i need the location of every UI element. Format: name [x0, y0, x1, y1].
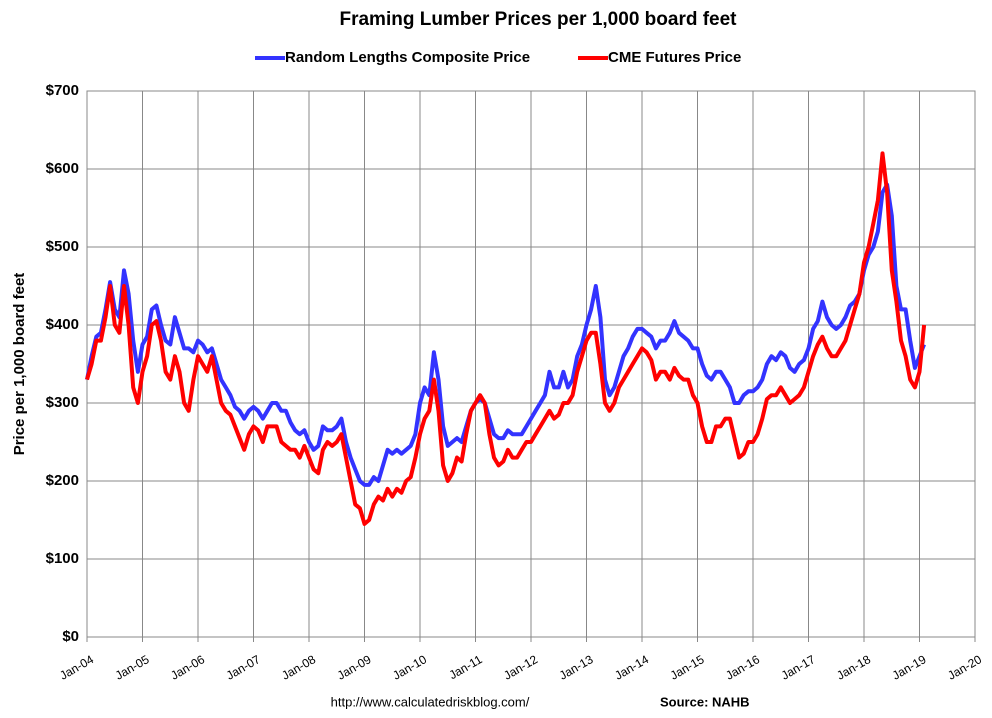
x-tick-label: Jan-17: [779, 652, 818, 683]
x-tick-label: Jan-07: [224, 652, 263, 683]
x-tick-label: Jan-08: [279, 652, 318, 683]
source-url: http://www.calculatedriskblog.com/: [331, 694, 530, 709]
y-tick-label: $600: [46, 160, 79, 177]
x-tick-label: Jan-11: [447, 652, 485, 682]
x-tick-label: Jan-10: [390, 652, 429, 683]
source: Source: NAHB: [660, 694, 750, 709]
x-tick-label: Jan-12: [501, 652, 540, 683]
y-tick-label: $300: [46, 394, 79, 411]
x-tick-label: Jan-13: [557, 652, 596, 683]
y-axis-label: Price per 1,000 board feet: [11, 273, 28, 456]
x-tick-label: Jan-16: [723, 652, 762, 683]
x-tick-label: Jan-14: [612, 652, 651, 683]
x-tick-label: Jan-09: [335, 652, 374, 683]
series-line: [85, 182, 926, 487]
x-tick-label: Jan-15: [668, 652, 707, 683]
y-tick-label: $500: [46, 238, 79, 255]
series-line: [85, 151, 927, 526]
legend-label: Random Lengths Composite Price: [285, 49, 530, 66]
legend-label: CME Futures Price: [608, 49, 741, 66]
x-tick-label: Jan-04: [57, 652, 96, 683]
x-tick-label: Jan-18: [834, 652, 873, 683]
x-tick-label: Jan-19: [890, 652, 929, 683]
y-tick-label: $400: [46, 316, 79, 333]
chart-title: Framing Lumber Prices per 1,000 board fe…: [339, 9, 737, 30]
x-tick-label: Jan-20: [945, 652, 984, 683]
y-tick-label: $700: [46, 82, 79, 99]
y-tick-label: $200: [46, 472, 79, 489]
x-tick-label: Jan-05: [113, 652, 152, 683]
x-tick-label: Jan-06: [168, 652, 207, 683]
y-tick-label: $0: [62, 628, 79, 645]
y-tick-label: $100: [46, 550, 79, 567]
